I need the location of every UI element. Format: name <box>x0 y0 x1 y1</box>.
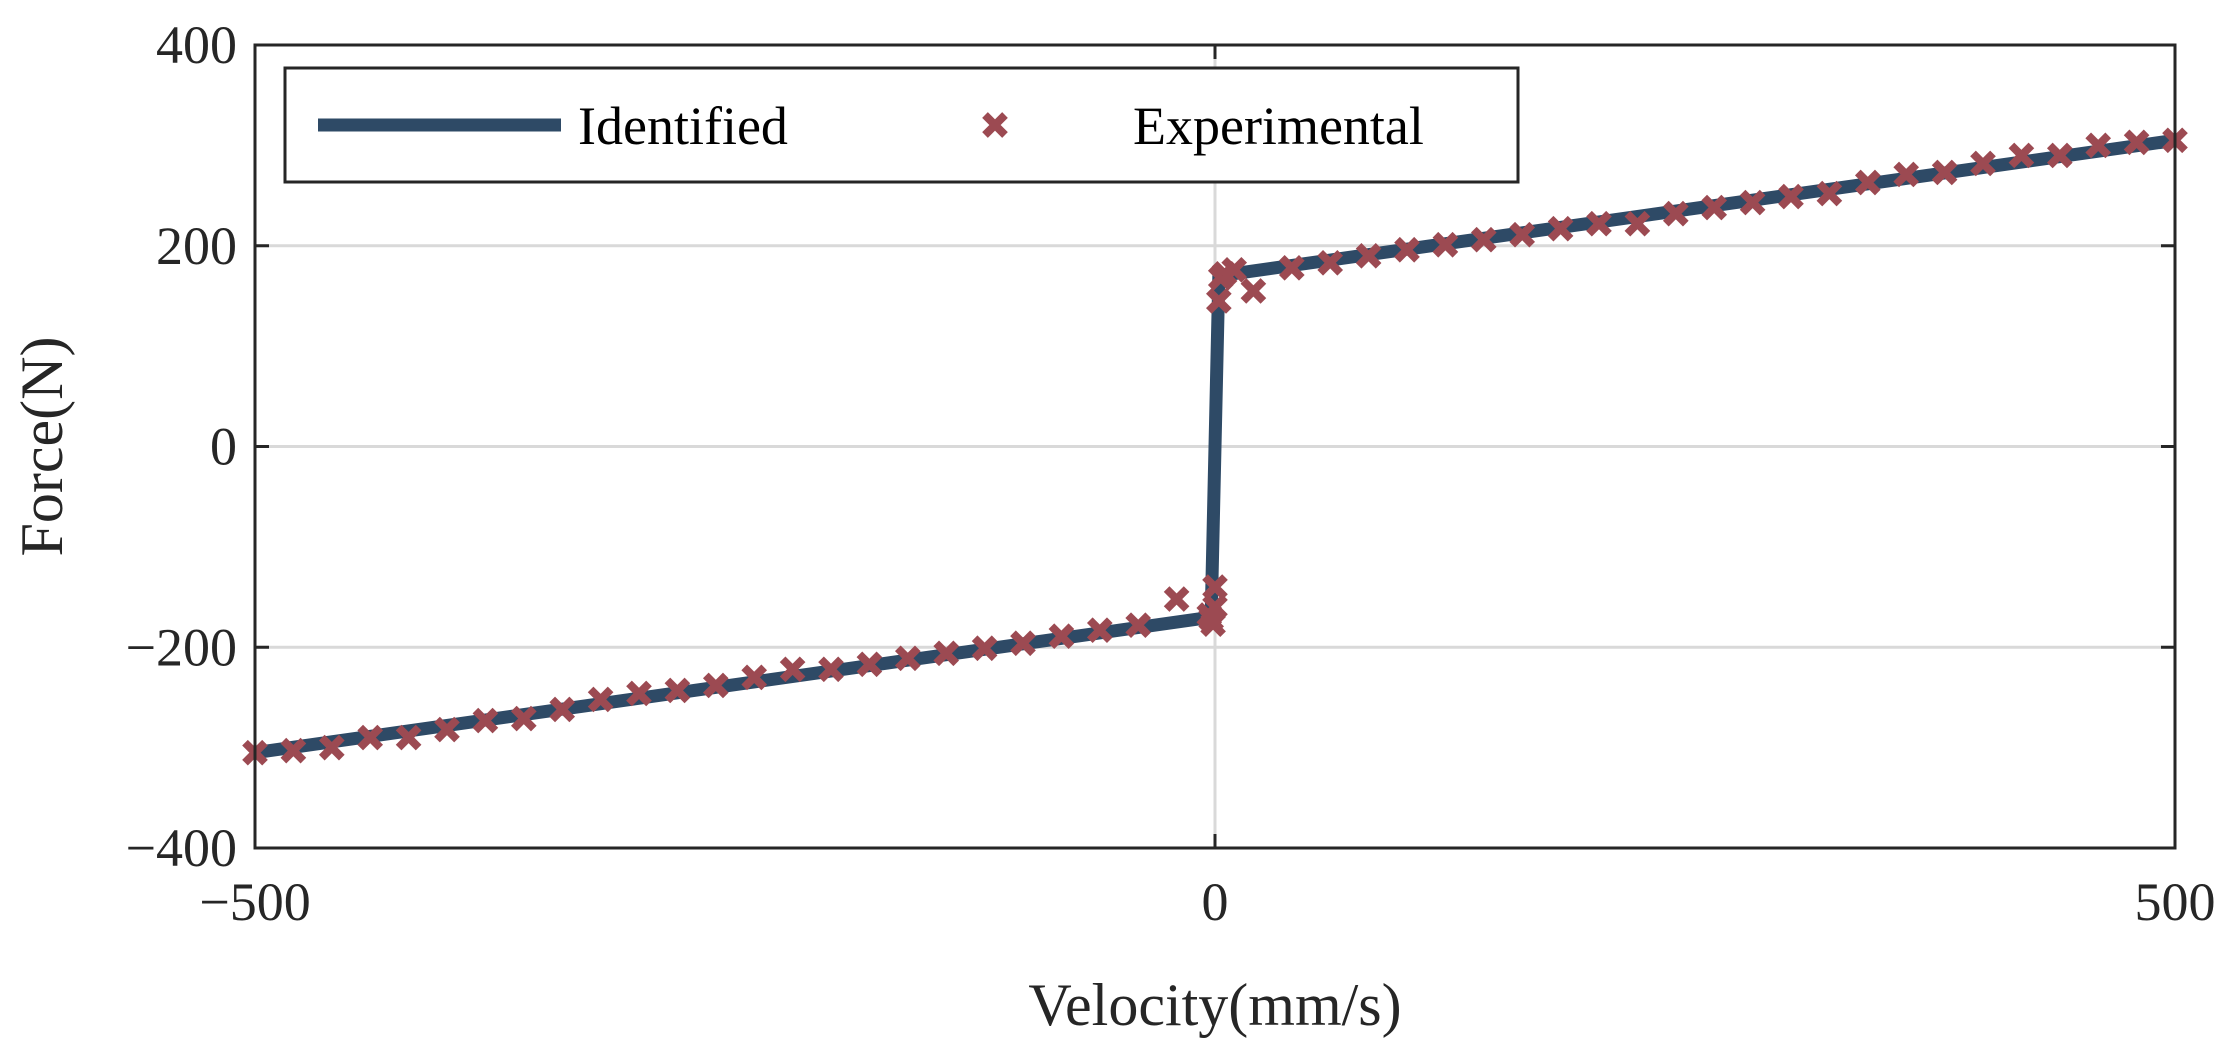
experimental-point-46 <box>1701 194 1728 221</box>
y-tick-label-1: −200 <box>126 617 237 677</box>
series-identified-line <box>254 133 2176 760</box>
experimental-point-18 <box>933 640 960 667</box>
experimental-point-48 <box>1778 183 1804 210</box>
experimental-point-43 <box>1586 210 1612 237</box>
experimental-point-41 <box>1509 221 1536 248</box>
experimental-point-42 <box>1547 215 1574 242</box>
experimental-point-37 <box>1355 242 1382 269</box>
experimental-point-33 <box>1221 257 1248 283</box>
experimental-point-17 <box>894 645 921 672</box>
experimental-point-13 <box>741 664 768 691</box>
experimental-point-55 <box>2046 142 2073 169</box>
experimental-point-19 <box>971 635 998 662</box>
experimental-point-45 <box>1662 200 1689 227</box>
experimental-point-14 <box>779 656 806 683</box>
experimental-point-44 <box>1624 210 1651 237</box>
legend-identified-label: Identified <box>578 96 788 156</box>
experimental-point-23 <box>1125 612 1152 638</box>
experimental-point-30 <box>1206 288 1232 314</box>
y-tick-label-2: 0 <box>210 417 237 477</box>
experimental-point-8 <box>549 696 576 723</box>
x-axis-title: Velocity(mm/s) <box>1028 972 1401 1038</box>
experimental-point-9 <box>587 686 614 713</box>
ticks: −500 0 500 −400 −200 0 200 400 <box>126 15 2216 932</box>
experimental-point-1 <box>280 737 307 764</box>
experimental-point-12 <box>702 672 729 699</box>
legend-experimental-swatch <box>982 112 1008 138</box>
experimental-point-22 <box>1086 617 1113 644</box>
experimental-point-39 <box>1432 231 1459 258</box>
experimental-point-49 <box>1816 180 1843 207</box>
experimental-point-6 <box>472 707 499 734</box>
x-tick-label-2: 500 <box>2135 872 2216 932</box>
experimental-point-35 <box>1278 255 1305 281</box>
experimental-point-36 <box>1317 249 1344 276</box>
legend: Identified Experimental <box>283 66 1520 184</box>
experimental-point-34 <box>1240 278 1267 304</box>
y-tick-label-3: 200 <box>156 216 237 276</box>
experimental-point-50 <box>1854 169 1881 196</box>
experimental-point-16 <box>856 651 883 678</box>
experimental-point-3 <box>357 724 384 751</box>
experimental-point-29 <box>1202 574 1228 600</box>
x-tick-label-1: 0 <box>1202 872 1229 932</box>
experimental-point-53 <box>1970 150 1996 177</box>
experimental-point-24 <box>1163 586 1190 612</box>
experimental-point-51 <box>1893 161 1920 188</box>
legend-experimental-marker <box>982 112 1008 138</box>
experimental-point-7 <box>510 705 537 732</box>
experimental-point-57 <box>2123 129 2150 156</box>
experimental-point-20 <box>1010 630 1036 657</box>
plot-area <box>242 127 2188 766</box>
experimental-point-15 <box>818 656 844 683</box>
experimental-point-5 <box>434 716 460 743</box>
experimental-point-40 <box>1470 226 1497 253</box>
experimental-point-11 <box>664 677 691 704</box>
legend-experimental-label: Experimental <box>1133 96 1424 156</box>
y-tick-label-4: 400 <box>156 15 237 75</box>
experimental-point-21 <box>1048 623 1075 650</box>
experimental-point-4 <box>395 724 422 751</box>
experimental-point-10 <box>626 680 652 707</box>
experimental-point-52 <box>1931 159 1958 186</box>
experimental-point-2 <box>318 734 345 761</box>
experimental-point-47 <box>1739 189 1766 216</box>
experimental-point-56 <box>2085 132 2112 159</box>
y-axis-title: Force(N) <box>9 337 75 557</box>
experimental-point-28 <box>1202 594 1228 620</box>
experimental-point-38 <box>1394 236 1420 263</box>
y-tick-label-0: −400 <box>126 818 237 878</box>
x-tick-label-0: −500 <box>199 872 310 932</box>
experimental-point-54 <box>2008 142 2035 169</box>
